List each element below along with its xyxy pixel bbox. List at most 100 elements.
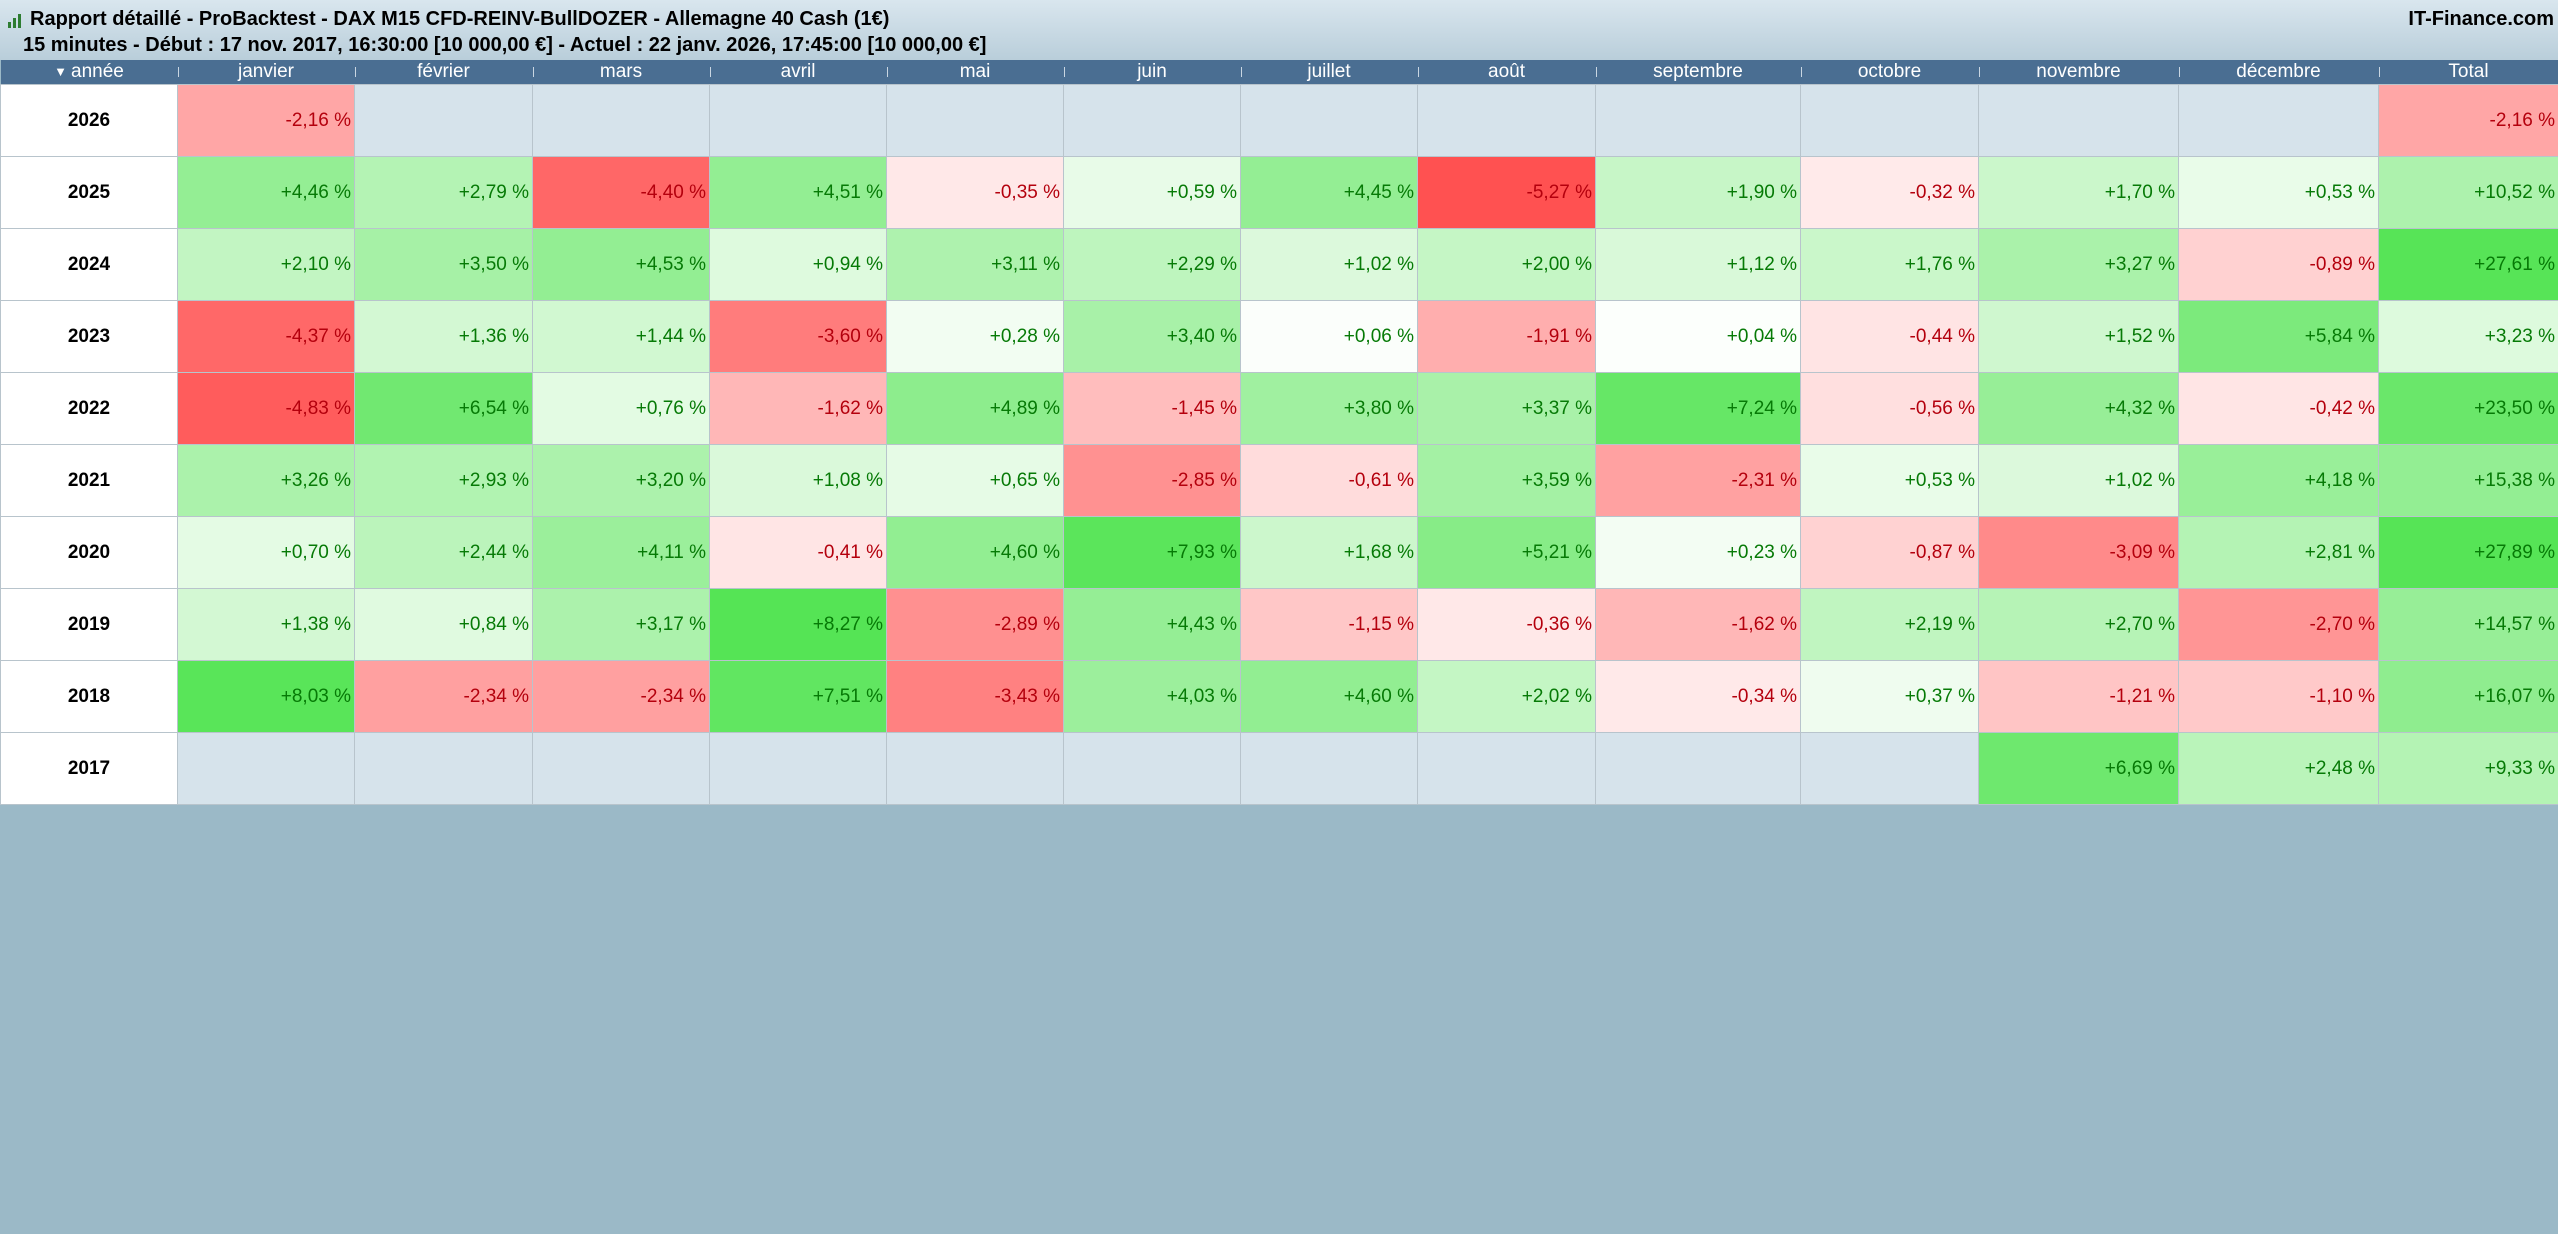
table-row: 2022 -4,83 % +6,54 % +0,76 % -1,62 % +4,89 % -… (0, 372, 2558, 445)
monthly-return-cell (1063, 732, 1241, 805)
table-row: 2021 +3,26 % +2,93 % +3,20 % +1,08 % +0,65 % -… (0, 444, 2558, 517)
monthly-return-cell (1800, 732, 1979, 805)
monthly-return-cell: +4,60 % (1240, 660, 1418, 733)
column-header-month[interactable]: novembre (1978, 60, 2179, 85)
column-header-month[interactable]: septembre (1595, 60, 1801, 85)
monthly-return-cell: -2,89 % (886, 588, 1064, 661)
monthly-return-cell: +4,03 % (1063, 660, 1241, 733)
monthly-return-cell: +6,69 % (1978, 732, 2179, 805)
monthly-return-cell: +7,24 % (1595, 372, 1801, 445)
monthly-return-cell: +2,70 % (1978, 588, 2179, 661)
monthly-return-cell: +2,93 % (354, 444, 533, 517)
monthly-return-cell: -1,62 % (1595, 588, 1801, 661)
column-header-total[interactable]: Total (2378, 60, 2558, 85)
monthly-return-cell: +0,76 % (532, 372, 710, 445)
monthly-return-cell: +4,51 % (709, 156, 887, 229)
monthly-return-cell: -0,35 % (886, 156, 1064, 229)
monthly-return-cell: +2,02 % (1417, 660, 1596, 733)
monthly-return-cell: +2,00 % (1417, 228, 1596, 301)
monthly-return-cell: +3,37 % (1417, 372, 1596, 445)
monthly-return-cell (354, 732, 533, 805)
column-header-month[interactable]: juin (1063, 60, 1241, 85)
table-row: 2025 +4,46 % +2,79 % -4,40 % +4,51 % -0,35 % +… (0, 156, 2558, 229)
monthly-return-cell: +1,02 % (1978, 444, 2179, 517)
column-header-month[interactable]: janvier (177, 60, 355, 85)
column-header-month[interactable]: mars (532, 60, 710, 85)
monthly-return-cell: -1,62 % (709, 372, 887, 445)
monthly-return-cell (709, 84, 887, 157)
year-cell: 2017 (0, 732, 178, 805)
monthly-return-cell: -0,61 % (1240, 444, 1418, 517)
monthly-returns-table: ▼ année janvier février mars avril mai ju… (0, 60, 2558, 805)
monthly-return-cell: -0,44 % (1800, 300, 1979, 373)
monthly-return-cell: +1,68 % (1240, 516, 1418, 589)
mini-chart-icon (8, 10, 24, 28)
monthly-return-cell: +2,79 % (354, 156, 533, 229)
monthly-return-cell: -2,34 % (532, 660, 710, 733)
total-return-cell: +10,52 % (2378, 156, 2558, 229)
monthly-return-cell (1800, 84, 1979, 157)
monthly-return-cell: -1,45 % (1063, 372, 1241, 445)
monthly-return-cell: +2,29 % (1063, 228, 1241, 301)
monthly-return-cell: -3,09 % (1978, 516, 2179, 589)
monthly-return-cell: -2,70 % (2178, 588, 2379, 661)
monthly-return-cell (1417, 84, 1596, 157)
monthly-return-cell: -4,83 % (177, 372, 355, 445)
monthly-return-cell: +1,52 % (1978, 300, 2179, 373)
table-row: 2018 +8,03 % -2,34 % -2,34 % +7,51 % -3,43 % +… (0, 660, 2558, 733)
total-return-cell: +3,23 % (2378, 300, 2558, 373)
monthly-return-cell (532, 84, 710, 157)
monthly-return-cell: +5,84 % (2178, 300, 2379, 373)
monthly-return-cell: +0,59 % (1063, 156, 1241, 229)
brand-label: IT-Finance.com (2408, 7, 2554, 30)
table-row: 2024 +2,10 % +3,50 % +4,53 % +0,94 % +3,11 % +… (0, 228, 2558, 301)
monthly-return-cell (177, 732, 355, 805)
monthly-return-cell: +1,90 % (1595, 156, 1801, 229)
column-header-month[interactable]: avril (709, 60, 887, 85)
monthly-return-cell: -1,10 % (2178, 660, 2379, 733)
report-header: Rapport détaillé - ProBacktest - DAX M15… (0, 0, 2558, 60)
monthly-return-cell: +0,06 % (1240, 300, 1418, 373)
monthly-return-cell: +4,46 % (177, 156, 355, 229)
table-row: 2023 -4,37 % +1,36 % +1,44 % -3,60 % +0,28 % +… (0, 300, 2558, 373)
year-cell: 2025 (0, 156, 178, 229)
monthly-return-cell: +4,53 % (532, 228, 710, 301)
monthly-return-cell (709, 732, 887, 805)
monthly-return-cell: +7,93 % (1063, 516, 1241, 589)
monthly-return-cell: -2,16 % (177, 84, 355, 157)
monthly-return-cell: +3,17 % (532, 588, 710, 661)
monthly-return-cell: -2,34 % (354, 660, 533, 733)
monthly-return-cell: +0,65 % (886, 444, 1064, 517)
year-cell: 2019 (0, 588, 178, 661)
column-header-month[interactable]: août (1417, 60, 1596, 85)
year-cell: 2024 (0, 228, 178, 301)
monthly-return-cell: -0,36 % (1417, 588, 1596, 661)
monthly-return-cell: +1,44 % (532, 300, 710, 373)
monthly-return-cell: -0,32 % (1800, 156, 1979, 229)
column-header-month[interactable]: octobre (1800, 60, 1979, 85)
monthly-return-cell (1063, 84, 1241, 157)
monthly-return-cell: +2,48 % (2178, 732, 2379, 805)
table-header-row: ▼ année janvier février mars avril mai ju… (0, 60, 2558, 85)
column-header-month[interactable]: février (354, 60, 533, 85)
monthly-return-cell: -1,91 % (1417, 300, 1596, 373)
year-cell: 2023 (0, 300, 178, 373)
monthly-return-cell: +3,50 % (354, 228, 533, 301)
column-header-month[interactable]: décembre (2178, 60, 2379, 85)
monthly-return-cell: +4,18 % (2178, 444, 2379, 517)
column-header-month[interactable]: mai (886, 60, 1064, 85)
total-return-cell: +23,50 % (2378, 372, 2558, 445)
monthly-return-cell: +0,94 % (709, 228, 887, 301)
monthly-return-cell: -0,34 % (1595, 660, 1801, 733)
report-subtitle: 15 minutes - Début : 17 nov. 2017, 16:30… (23, 33, 987, 56)
column-header-year[interactable]: ▼ année (0, 60, 178, 85)
monthly-return-cell: +0,04 % (1595, 300, 1801, 373)
total-return-cell: +15,38 % (2378, 444, 2558, 517)
monthly-return-cell (1417, 732, 1596, 805)
monthly-return-cell: +1,02 % (1240, 228, 1418, 301)
monthly-return-cell (1595, 732, 1801, 805)
monthly-return-cell (886, 84, 1064, 157)
column-header-month[interactable]: juillet (1240, 60, 1418, 85)
monthly-return-cell: -3,60 % (709, 300, 887, 373)
monthly-return-cell: +0,53 % (2178, 156, 2379, 229)
